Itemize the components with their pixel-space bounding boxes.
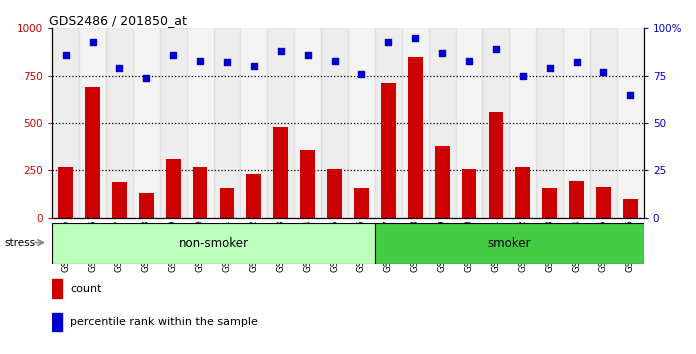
Bar (52, 313, 62, 331)
Point (329, 58, 340, 63)
Point (517, 73, 528, 79)
Point (410, 35, 421, 41)
Bar (569, 181, 584, 218)
Bar (536, 28, 563, 218)
Bar (58, 167, 73, 218)
Bar (596, 187, 611, 218)
Bar (327, 170, 342, 218)
Bar (461, 170, 476, 218)
Bar (112, 182, 127, 218)
Point (436, 50, 448, 56)
Bar (85, 87, 100, 218)
Bar (52, 223, 375, 264)
Bar (160, 28, 187, 218)
Bar (482, 28, 509, 218)
Bar (321, 28, 348, 218)
Bar (240, 28, 267, 218)
Point (383, 39, 394, 44)
Bar (220, 188, 235, 218)
Point (60, 52, 71, 58)
Bar (429, 28, 456, 218)
Bar (246, 174, 261, 218)
Text: non-smoker: non-smoker (179, 237, 248, 250)
Bar (381, 83, 396, 218)
Bar (133, 28, 160, 218)
Bar (294, 28, 321, 218)
Bar (267, 28, 294, 218)
Bar (489, 112, 503, 218)
Point (248, 63, 260, 69)
Point (221, 59, 232, 65)
Bar (590, 28, 617, 218)
Bar (274, 127, 288, 218)
Point (571, 59, 582, 65)
Point (194, 58, 205, 63)
Point (625, 92, 636, 97)
Bar (617, 28, 644, 218)
Text: GDS2486 / 201850_at: GDS2486 / 201850_at (49, 14, 187, 27)
Bar (563, 28, 590, 218)
Text: smoker: smoker (488, 237, 531, 250)
Bar (166, 159, 180, 218)
Bar (354, 188, 369, 218)
Bar (516, 167, 530, 218)
Point (141, 75, 152, 80)
Bar (408, 57, 422, 218)
Bar (52, 28, 79, 218)
Bar (509, 28, 536, 218)
Bar (456, 28, 482, 218)
Point (87, 39, 98, 44)
Bar (300, 149, 315, 218)
Point (464, 58, 475, 63)
Point (302, 52, 313, 58)
Point (168, 52, 179, 58)
Point (356, 71, 367, 76)
Bar (52, 279, 62, 298)
Bar (214, 28, 240, 218)
Text: count: count (70, 284, 102, 294)
Bar (348, 28, 375, 218)
Point (275, 48, 286, 54)
Bar (375, 28, 402, 218)
Text: percentile rank within the sample: percentile rank within the sample (70, 317, 258, 327)
Bar (187, 28, 214, 218)
Bar (139, 193, 154, 218)
Bar (375, 223, 644, 264)
Point (598, 69, 609, 75)
Text: stress: stress (4, 238, 35, 247)
Bar (402, 28, 429, 218)
Bar (79, 28, 106, 218)
Point (490, 46, 501, 52)
Point (114, 65, 125, 71)
Bar (106, 28, 133, 218)
Point (544, 65, 555, 71)
Bar (542, 188, 557, 218)
Bar (435, 146, 450, 218)
Bar (623, 199, 638, 218)
Bar (193, 167, 207, 218)
